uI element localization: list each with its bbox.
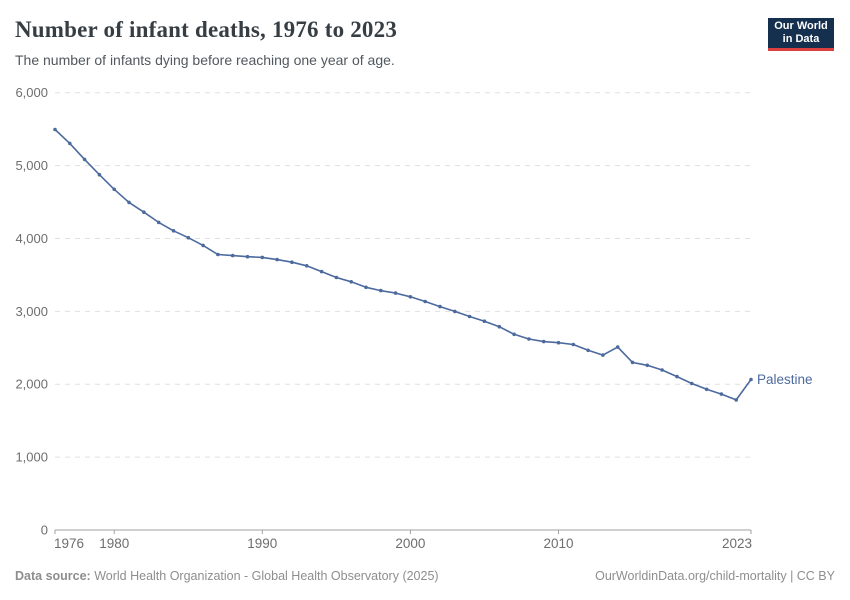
- data-point-marker: [749, 377, 753, 382]
- data-point-marker: [379, 288, 383, 293]
- data-point-marker: [171, 229, 176, 233]
- data-point-marker: [408, 295, 413, 299]
- data-point-marker: [512, 332, 516, 337]
- data-point-marker: [601, 353, 605, 357]
- y-tick-label: 1,000: [15, 450, 48, 465]
- data-point-marker: [571, 342, 576, 347]
- series-line: [54, 128, 752, 401]
- data-point-marker: [438, 304, 442, 309]
- data-point-marker: [334, 275, 339, 280]
- data-point-marker: [586, 348, 590, 353]
- data-point-marker: [453, 309, 457, 314]
- y-tick-label: 4,000: [15, 231, 48, 246]
- data-point-marker: [245, 254, 250, 259]
- y-tick-label: 0: [41, 523, 48, 538]
- data-point-marker: [97, 172, 102, 177]
- data-point-marker: [704, 387, 709, 392]
- data-point-marker: [645, 363, 650, 368]
- x-tick-label: 2000: [395, 536, 425, 551]
- chart-footer: Data source: World Health Organization -…: [15, 569, 835, 583]
- data-point-marker: [349, 280, 354, 284]
- data-point-marker: [304, 264, 309, 268]
- data-point-marker: [690, 381, 694, 386]
- data-point-marker: [497, 324, 502, 329]
- data-point-marker: [230, 253, 235, 258]
- data-point-marker: [290, 260, 294, 265]
- data-point-marker: [275, 257, 279, 262]
- data-point-marker: [156, 220, 161, 225]
- data-point-marker: [186, 235, 191, 240]
- data-point-marker: [541, 339, 546, 344]
- data-point-marker: [719, 392, 724, 396]
- x-tick-label: 1976: [54, 536, 84, 551]
- data-point-marker: [216, 252, 220, 257]
- series-end-label: Palestine: [757, 372, 813, 387]
- data-point-marker: [423, 299, 428, 304]
- y-tick-label: 6,000: [15, 85, 48, 100]
- data-point-marker: [53, 127, 57, 132]
- data-point-marker: [527, 337, 531, 341]
- data-point-marker: [393, 291, 398, 295]
- chart-title: Number of infant deaths, 1976 to 2023: [15, 17, 398, 42]
- x-tick-label: 1990: [247, 536, 277, 551]
- data-point-marker: [68, 141, 72, 146]
- owid-logo-line1: Our World: [774, 20, 828, 32]
- data-point-marker: [112, 187, 116, 192]
- data-point-marker: [675, 374, 679, 379]
- data-point-marker: [630, 360, 635, 365]
- data-source-label: Data source:: [15, 569, 91, 583]
- x-tick-label: 1980: [99, 536, 129, 551]
- data-point-marker: [482, 319, 487, 324]
- x-tick-label: 2023: [722, 536, 752, 551]
- owid-logo: Our World in Data: [768, 18, 834, 51]
- data-point-marker: [142, 210, 146, 214]
- owid-logo-line2: in Data: [782, 33, 820, 45]
- data-point-marker: [615, 345, 620, 349]
- data-point-marker: [319, 269, 324, 274]
- data-point-marker: [82, 157, 87, 162]
- y-tick-label: 3,000: [15, 304, 48, 319]
- data-point-marker: [364, 285, 368, 290]
- data-source-text: World Health Organization - Global Healt…: [90, 569, 439, 583]
- data-point-marker: [201, 243, 205, 248]
- y-tick-label: 5,000: [15, 158, 48, 173]
- owid-url-link[interactable]: OurWorldinData.org/child-mortality | CC …: [595, 569, 835, 583]
- data-point-marker: [660, 368, 664, 372]
- y-tick-label: 2,000: [15, 377, 48, 392]
- data-point-marker: [734, 398, 738, 402]
- data-source-note: Data source: World Health Organization -…: [15, 569, 439, 583]
- data-point-marker: [556, 340, 561, 345]
- data-point-marker: [467, 314, 472, 319]
- data-point-marker: [127, 200, 131, 205]
- chart-subtitle: The number of infants dying before reach…: [15, 52, 395, 68]
- x-tick-label: 2010: [543, 536, 573, 551]
- data-point-marker: [260, 255, 265, 260]
